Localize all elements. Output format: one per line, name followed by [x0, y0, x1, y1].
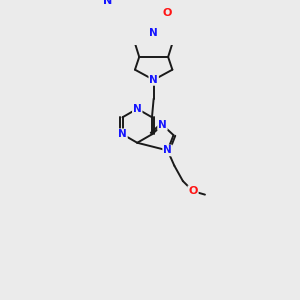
- Text: N: N: [103, 0, 112, 6]
- Text: N: N: [158, 120, 167, 130]
- Text: O: O: [188, 186, 198, 196]
- Text: N: N: [149, 75, 158, 85]
- Text: N: N: [149, 28, 158, 38]
- Text: N: N: [163, 146, 172, 155]
- Text: N: N: [133, 104, 142, 114]
- Text: N: N: [118, 129, 127, 139]
- Text: O: O: [163, 8, 172, 18]
